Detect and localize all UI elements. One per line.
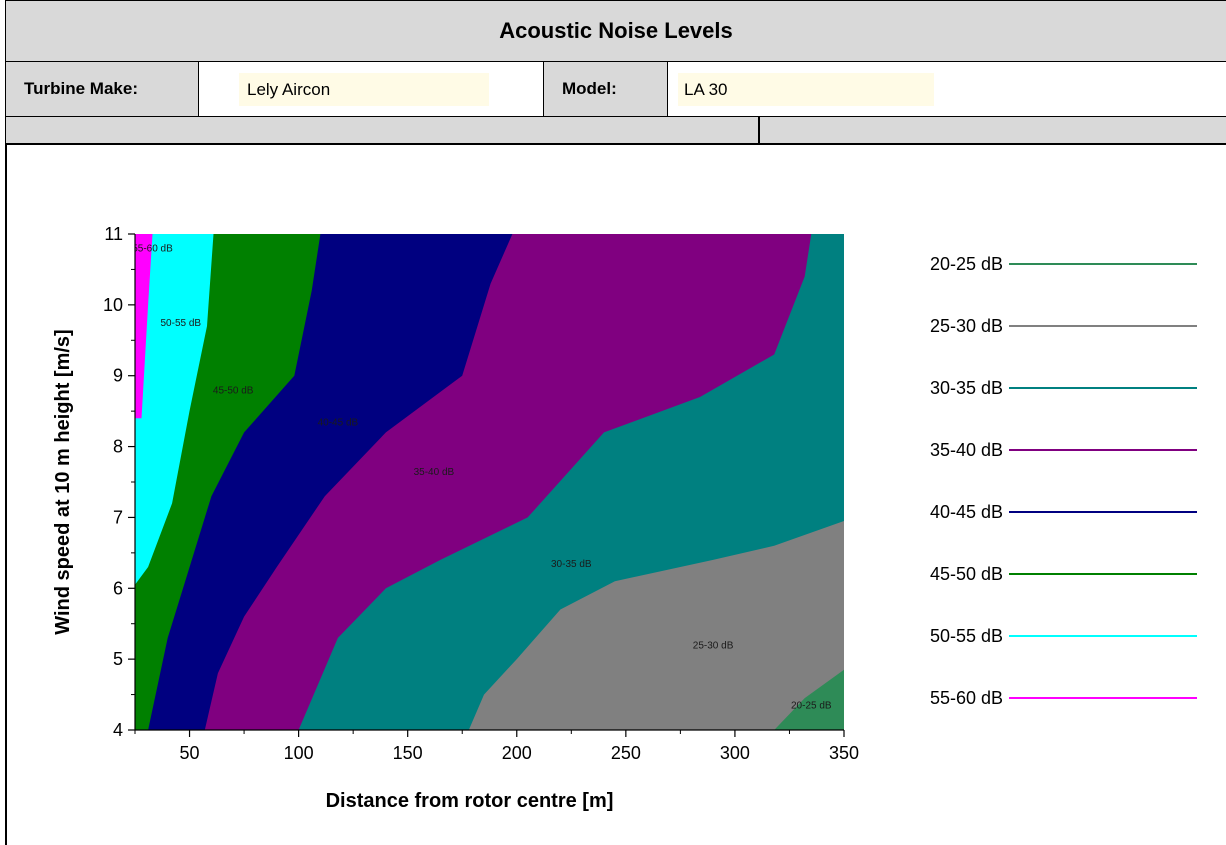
contour-label: 35-40 dB <box>414 467 455 478</box>
legend-item: 50-55 dB <box>930 626 1197 646</box>
y-tick-label: 8 <box>113 437 123 457</box>
legend-label: 40-45 dB <box>930 502 1003 522</box>
y-tick-label: 6 <box>113 578 123 598</box>
turbine-make-cell: Lely Aircon <box>199 62 544 116</box>
contour-label: 20-25 dB <box>791 701 832 712</box>
blank-row <box>5 117 1226 145</box>
contour-label: 40-45 dB <box>318 417 359 428</box>
y-tick-label: 4 <box>113 720 123 740</box>
legend-item: 55-60 dB <box>930 688 1197 708</box>
contour-regions: 55-60 dB 50-55 dB 45-50 dB 40-45 dB 35-40 dB… <box>132 234 844 730</box>
y-axis-label: Wind speed at 10 m height [m/s] <box>52 329 74 634</box>
legend-label: 25-30 dB <box>930 316 1003 336</box>
x-tick-label: 300 <box>720 743 750 763</box>
x-tick-label: 250 <box>611 743 641 763</box>
legend-label: 20-25 dB <box>930 254 1003 274</box>
legend-label: 35-40 dB <box>930 440 1003 460</box>
row-divider <box>758 117 760 143</box>
contour-label: 50-55 dB <box>161 318 202 329</box>
x-tick-label: 350 <box>829 743 859 763</box>
legend-label: 30-35 dB <box>930 378 1003 398</box>
y-tick-label: 10 <box>103 295 123 315</box>
region-55-60-dB <box>135 234 153 419</box>
turbine-make-field[interactable]: Lely Aircon <box>239 73 489 106</box>
turbine-make-label: Turbine Make: <box>6 62 199 116</box>
legend-item: 40-45 dB <box>930 502 1197 522</box>
chart-frame: 55-60 dB 50-55 dB 45-50 dB 40-45 dB 35-40 dB… <box>5 145 1226 845</box>
legend-item: 35-40 dB <box>930 440 1197 460</box>
contour-label: 30-35 dB <box>551 559 592 570</box>
legend-label: 55-60 dB <box>930 688 1003 708</box>
y-tick-label: 9 <box>113 366 123 386</box>
page-title: Acoustic Noise Levels <box>5 0 1226 62</box>
y-tick-label: 11 <box>104 224 123 244</box>
x-tick-label: 50 <box>180 743 200 763</box>
legend-item: 30-35 dB <box>930 378 1197 398</box>
legend-item: 45-50 dB <box>930 564 1197 584</box>
legend-item: 20-25 dB <box>930 254 1197 274</box>
x-tick-label: 150 <box>393 743 423 763</box>
model-cell: LA 30 <box>668 62 1226 116</box>
y-tick-label: 7 <box>113 507 123 527</box>
model-label: Model: <box>544 62 668 116</box>
legend-item: 25-30 dB <box>930 316 1197 336</box>
noise-contour-chart: 55-60 dB 50-55 dB 45-50 dB 40-45 dB 35-40 dB… <box>52 224 1197 812</box>
x-tick-label: 100 <box>284 743 314 763</box>
contour-label: 45-50 dB <box>213 385 254 396</box>
contour-label: 55-60 dB <box>132 244 173 255</box>
legend-label: 45-50 dB <box>930 564 1003 584</box>
contour-label: 25-30 dB <box>693 641 734 652</box>
legend-label: 50-55 dB <box>930 626 1003 646</box>
x-axis-label: Distance from rotor centre [m] <box>326 790 614 812</box>
y-tick-label: 5 <box>113 649 123 669</box>
turbine-info-row: Turbine Make: Lely Aircon Model: LA 30 <box>5 62 1226 117</box>
region-50-55-dB <box>135 234 214 585</box>
model-field[interactable]: LA 30 <box>678 73 934 106</box>
x-tick-label: 200 <box>502 743 532 763</box>
